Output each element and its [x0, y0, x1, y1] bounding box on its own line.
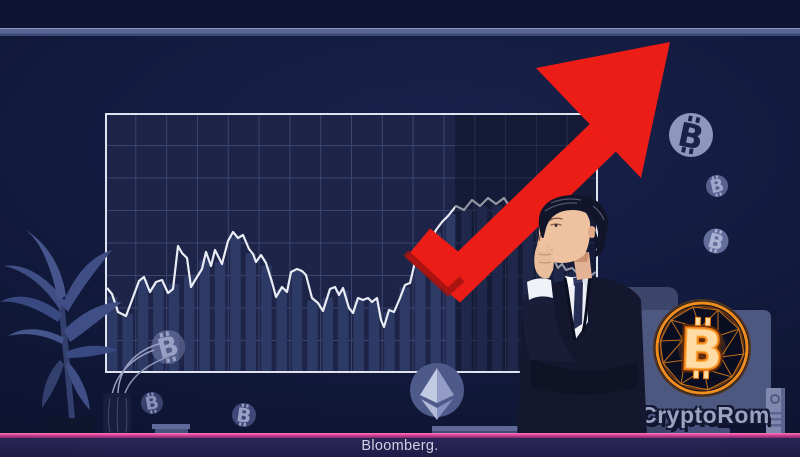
top-rail-bar — [0, 28, 800, 36]
desk-object — [432, 426, 536, 434]
arrow-shadow — [403, 250, 465, 297]
bitcoin-coin-small-mid-icon — [232, 403, 256, 429]
man-cuff — [527, 278, 553, 300]
top-wall-strip — [0, 0, 800, 28]
svg-text:B: B — [680, 318, 723, 382]
cryptorom-label: CryptoRom — [640, 402, 770, 428]
man-forearm — [523, 294, 575, 362]
man-ear — [588, 226, 596, 238]
bitcoin-logo-icon: B B B — [676, 313, 728, 386]
logo-disc — [653, 299, 751, 397]
arrow-head — [536, 42, 670, 178]
bitcoin-watermark-icon — [151, 329, 185, 366]
man-hair — [538, 194, 608, 244]
bitcoin-coin-lower-icon — [703, 227, 729, 256]
man-folded-arm — [531, 358, 638, 395]
books — [152, 424, 190, 434]
bitcoin-coin-large-icon — [669, 113, 713, 158]
bitcoin-coin-small-left-icon — [141, 391, 163, 416]
bloomberg-watermark: Bloomberg. — [361, 438, 439, 454]
logo-ring — [655, 301, 749, 395]
man-hand — [534, 238, 554, 279]
thinking-man — [517, 194, 647, 436]
stem — [117, 342, 163, 396]
pc-tower — [766, 388, 785, 434]
magenta-divider — [0, 433, 800, 438]
man-tie — [573, 282, 583, 330]
vase — [103, 342, 171, 434]
plant-silhouette — [0, 230, 122, 446]
bottom-strip — [0, 438, 800, 457]
svg-text:B: B — [680, 318, 723, 382]
svg-text:B: B — [680, 318, 723, 382]
stem — [123, 355, 171, 397]
bitcoin-coin-medium-icon — [706, 174, 728, 199]
ethereum-icon — [410, 363, 464, 420]
